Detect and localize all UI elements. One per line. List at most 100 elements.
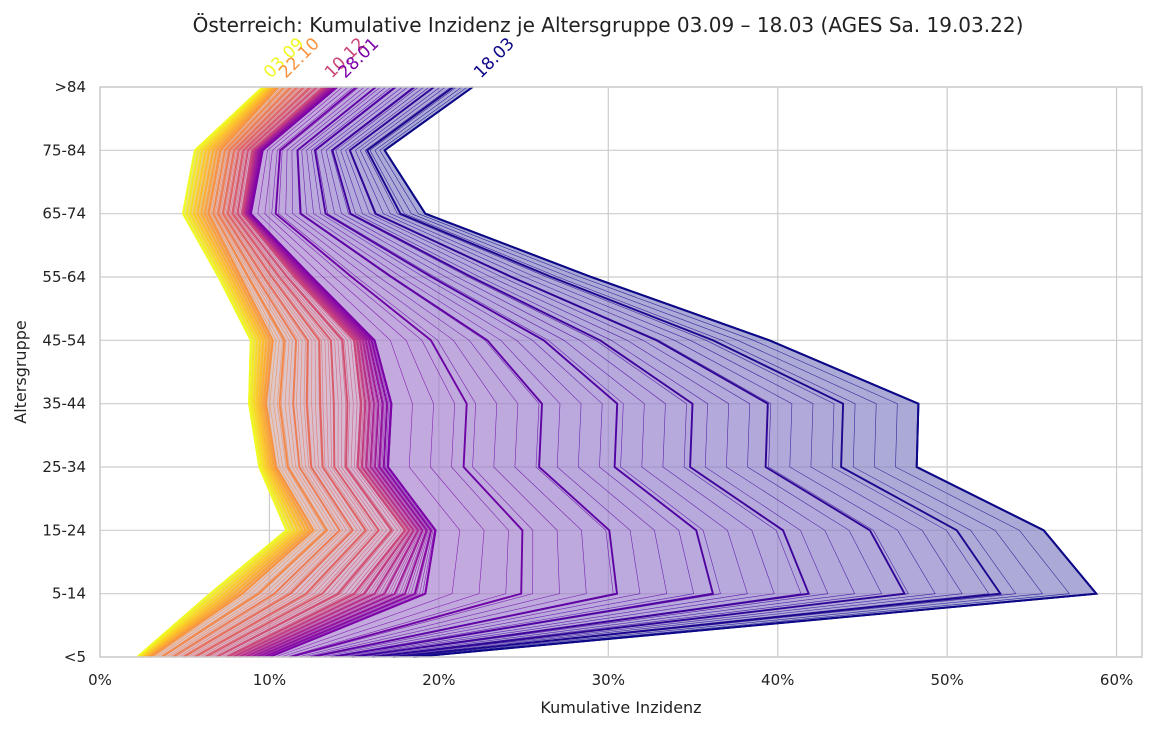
daily-line: [187, 86, 358, 658]
series-line: [226, 86, 407, 658]
daily-line: [271, 86, 509, 658]
weekly-line: [172, 86, 341, 658]
y-axis-label: Altersgruppe: [11, 320, 30, 423]
fill-band: [340, 87, 882, 657]
daily-line: [178, 86, 347, 658]
daily-line: [311, 86, 695, 658]
daily-line: [149, 86, 312, 658]
daily-line: [291, 86, 587, 658]
daily-line: [208, 86, 384, 658]
daily-line: [165, 86, 333, 658]
daily-line: [364, 86, 990, 658]
weekly-line: [148, 86, 311, 658]
fill-band: [374, 87, 1070, 657]
x-axis-label: Kumulative Inzidenz: [540, 698, 701, 717]
daily-line: [257, 86, 461, 658]
fill-band: [370, 87, 1043, 657]
series-line: [383, 86, 1099, 658]
fill-band: [250, 87, 460, 657]
x-tick-labels: 0% 10% 20% 30% 40% 50% 60%: [88, 671, 1133, 689]
y-tick-labels: <5 5-14 15-24 25-34 35-44 45-54 55-64 65-74 75-8…: [42, 78, 86, 666]
fill-band: [278, 87, 560, 657]
y-tick-label: 15-24: [42, 521, 86, 539]
y-tick-label: 55-64: [42, 268, 86, 286]
fill-band: [360, 87, 989, 657]
x-tick-label: 30%: [592, 671, 625, 689]
daily-line: [190, 86, 362, 658]
series-line: [136, 86, 288, 658]
daily-line: [330, 86, 802, 658]
daily-line: [199, 86, 373, 658]
series-line: [249, 86, 437, 658]
daily-line: [278, 86, 534, 658]
fill-band: [355, 87, 963, 657]
fill-band: [335, 87, 855, 657]
daily-line: [223, 86, 402, 658]
weekly-line: [204, 86, 381, 658]
weekly-line: [215, 86, 394, 658]
daily-line: [145, 86, 305, 658]
y-tick-label: <5: [64, 648, 86, 666]
series-line: [150, 86, 315, 658]
weekly-line: [138, 86, 292, 658]
daily-line: [369, 86, 1017, 658]
series-date-label: 18.03: [470, 34, 519, 83]
daily-line: [175, 86, 344, 658]
weekly-line: [274, 86, 524, 658]
daily-line: [168, 86, 336, 658]
y-tick-label: 25-34: [42, 458, 86, 476]
daily-line: [156, 86, 322, 658]
y-tick-label: 5-14: [52, 585, 86, 603]
x-tick-label: 50%: [930, 671, 963, 689]
fill-band: [350, 87, 936, 657]
y-tick-label: 35-44: [42, 395, 86, 413]
daily-line: [138, 86, 289, 658]
daily-line: [147, 86, 309, 658]
weekly-line: [296, 86, 619, 658]
daily-line: [374, 86, 1044, 658]
weekly-line: [183, 86, 354, 658]
fill-band: [326, 87, 801, 657]
y-tick-label: 45-54: [42, 331, 86, 349]
daily-line: [144, 86, 301, 658]
fill-band: [306, 87, 694, 657]
fill-band: [321, 87, 775, 657]
fill-band: [196, 87, 372, 657]
chart-title: Österreich: Kumulative Inzidenz je Alter…: [193, 13, 1024, 37]
weekly-line: [238, 86, 415, 658]
fill-band: [285, 87, 587, 657]
date-lines: [136, 86, 1099, 658]
daily-line: [142, 86, 297, 658]
daily-line: [264, 86, 485, 658]
daily-line: [143, 86, 300, 658]
weekly-line: [313, 86, 715, 658]
fill-band: [291, 87, 614, 657]
daily-line: [379, 86, 1070, 658]
daily-line: [139, 86, 293, 658]
weekly-line: [365, 86, 1003, 658]
daily-line: [325, 86, 775, 658]
weekly-line: [142, 86, 300, 658]
weekly-line: [193, 86, 368, 658]
daily-line: [340, 86, 856, 658]
daily-line: [335, 86, 829, 658]
fill-band: [331, 87, 828, 657]
daily-line: [202, 86, 377, 658]
weekly-line: [144, 86, 304, 658]
daily-line: [306, 86, 668, 658]
x-tick-label: 60%: [1100, 671, 1133, 689]
daily-line: [320, 86, 748, 658]
weekly-line: [248, 86, 433, 658]
daily-line: [153, 86, 318, 658]
fill-band: [301, 87, 667, 657]
x-tick-label: 0%: [88, 671, 112, 689]
weekly-line: [140, 86, 296, 658]
fill-band: [271, 87, 533, 657]
cumulative-area: [137, 87, 1097, 657]
weekly-line: [146, 86, 307, 658]
fill-band: [316, 87, 748, 657]
weekly-line: [244, 86, 420, 658]
x-tick-label: 20%: [422, 671, 455, 689]
x-tick-label: 40%: [761, 671, 794, 689]
